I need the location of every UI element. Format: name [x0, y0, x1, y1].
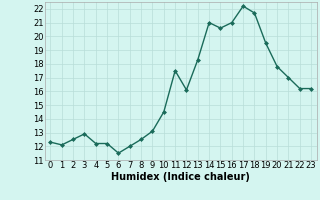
- X-axis label: Humidex (Indice chaleur): Humidex (Indice chaleur): [111, 172, 250, 182]
